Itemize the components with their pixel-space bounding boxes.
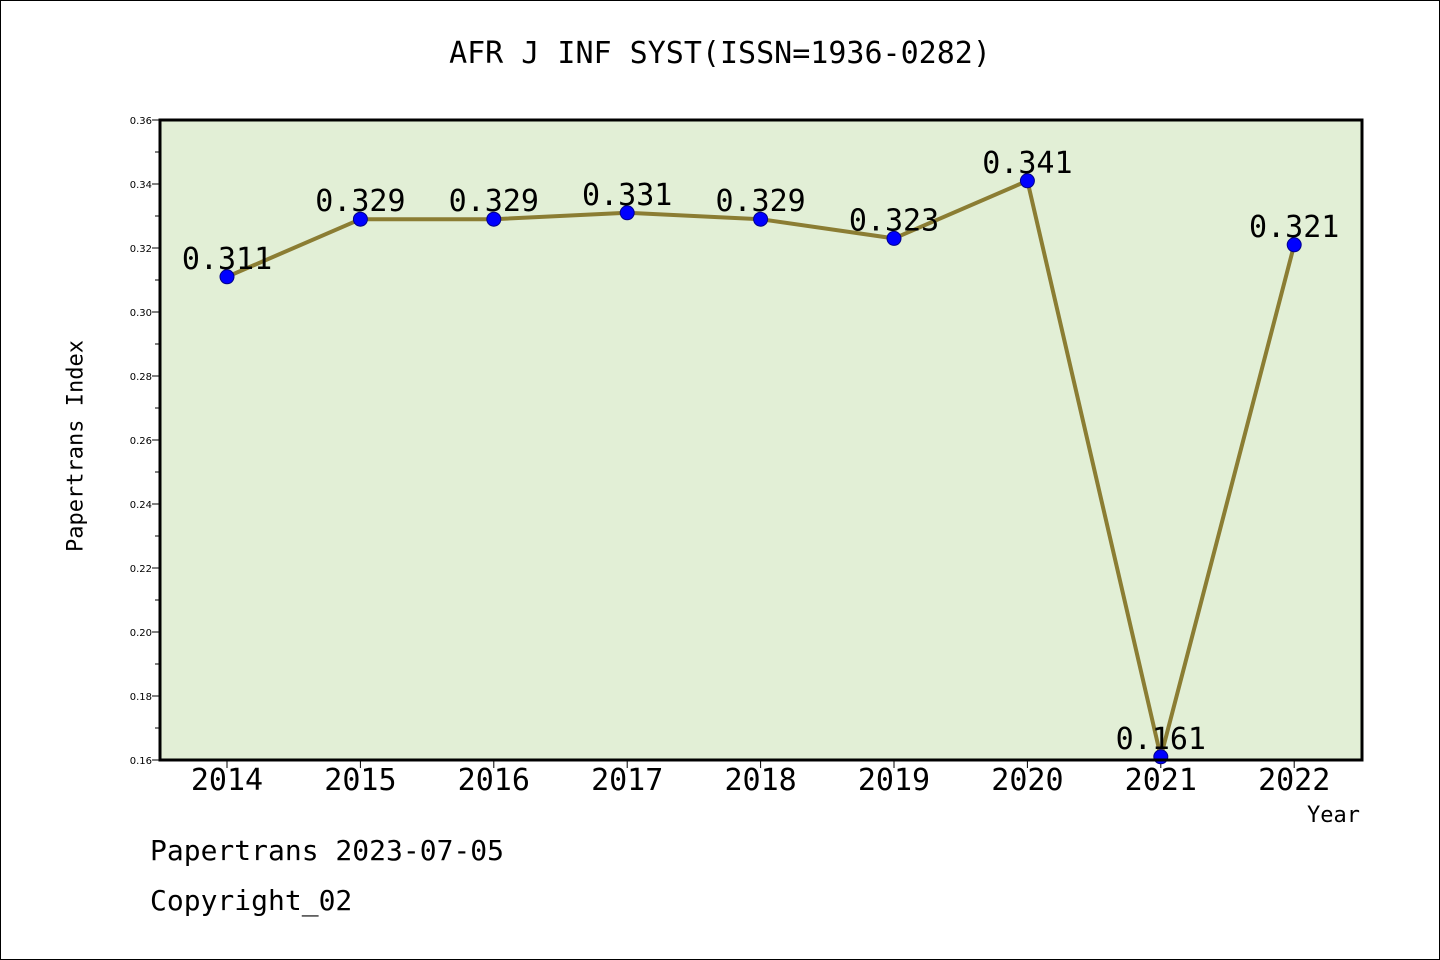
data-point xyxy=(352,211,368,227)
data-label: 0.341 xyxy=(982,146,1072,181)
data-label: 0.161 xyxy=(1116,722,1206,757)
x-tick-label: 2015 xyxy=(324,763,396,798)
x-tick-label: 2022 xyxy=(1258,763,1330,798)
y-tick-label: 0.34 xyxy=(130,180,152,191)
y-tick-label: 0.28 xyxy=(130,372,152,383)
data-label: 0.329 xyxy=(715,184,805,219)
data-point xyxy=(219,269,235,285)
y-axis-label: Papertrans Index xyxy=(63,340,89,552)
y-tick-label: 0.32 xyxy=(130,244,152,255)
x-tick-label: 2014 xyxy=(191,763,263,798)
y-tick-label: 0.30 xyxy=(130,308,152,319)
footer-copyright: Copyright_02 xyxy=(150,884,353,917)
x-tick-label: 2020 xyxy=(991,763,1063,798)
x-tick-label: 2017 xyxy=(591,763,663,798)
footer-date: Papertrans 2023-07-05 xyxy=(150,834,505,867)
plot-border xyxy=(158,118,1364,762)
data-point xyxy=(1286,237,1302,253)
y-tick-label: 0.18 xyxy=(130,692,152,703)
x-tick-label: 2019 xyxy=(858,763,930,798)
data-point xyxy=(753,211,769,227)
y-tick-label: 0.24 xyxy=(130,500,152,511)
y-tick-label: 0.36 xyxy=(130,116,152,127)
x-tick-label: 2016 xyxy=(458,763,530,798)
data-label: 0.311 xyxy=(182,242,272,277)
data-point xyxy=(619,205,635,221)
x-axis-label: Year xyxy=(1307,803,1360,828)
chart-title: AFR J INF SYST(ISSN=1936-0282) xyxy=(449,36,991,71)
data-point xyxy=(486,211,502,227)
data-label: 0.329 xyxy=(315,184,405,219)
data-label: 0.323 xyxy=(849,203,939,238)
data-point xyxy=(886,230,902,246)
data-label: 0.329 xyxy=(449,184,539,219)
x-tick-label: 2021 xyxy=(1125,763,1197,798)
y-tick-label: 0.16 xyxy=(130,756,152,767)
x-tick-label: 2018 xyxy=(724,763,796,798)
data-point xyxy=(1019,173,1035,189)
y-tick-label: 0.22 xyxy=(130,564,152,575)
data-label: 0.331 xyxy=(582,178,672,213)
y-tick-label: 0.26 xyxy=(130,436,152,447)
y-tick-label: 0.20 xyxy=(130,628,152,639)
data-label: 0.321 xyxy=(1249,210,1339,245)
